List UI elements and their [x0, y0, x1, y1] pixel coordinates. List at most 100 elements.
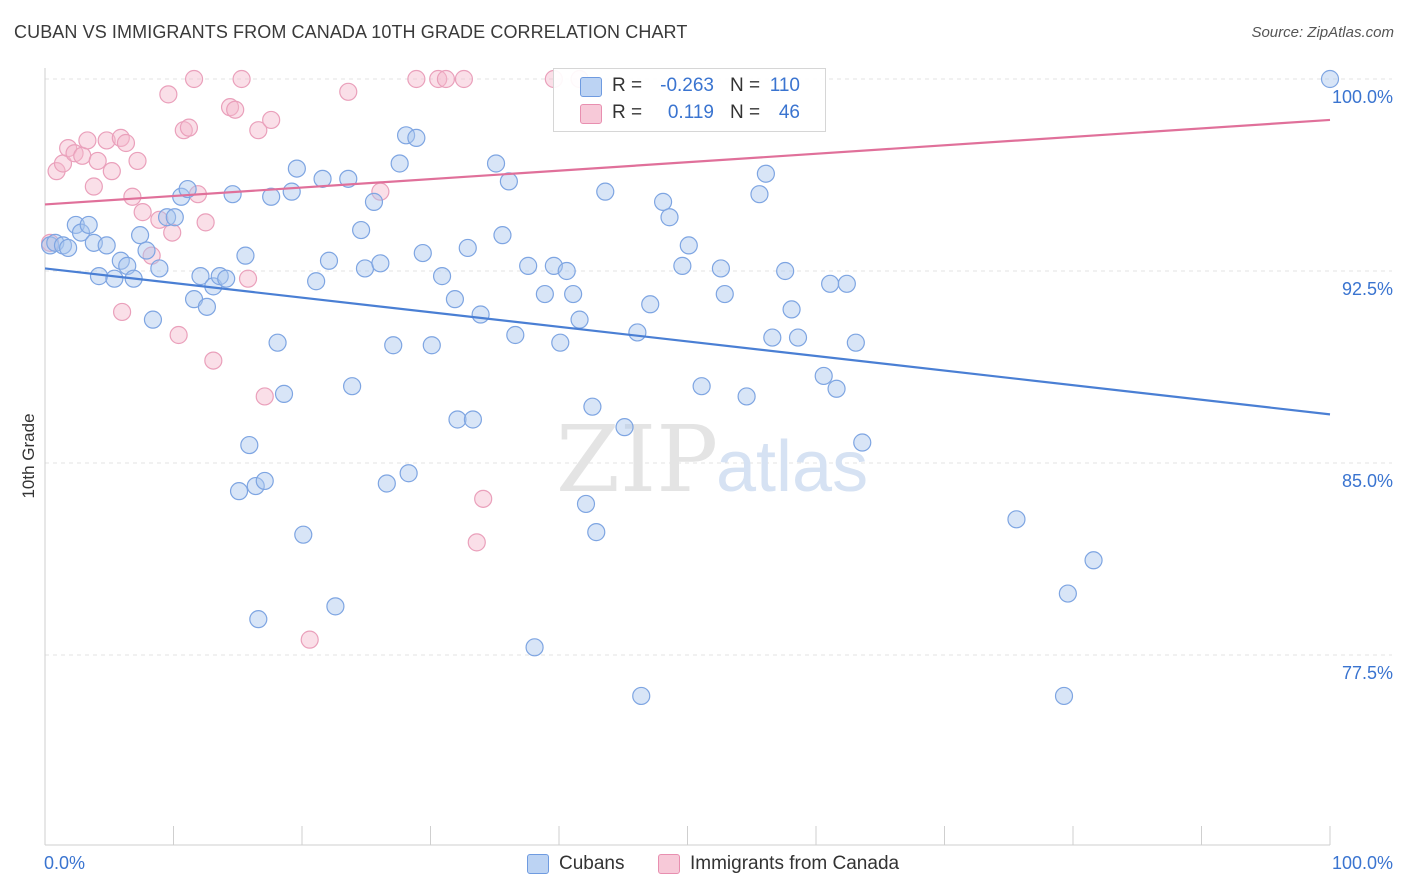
- source-label: Source: ZipAtlas.com: [1251, 24, 1394, 41]
- canada-point: [116, 133, 136, 153]
- cubans-point: [97, 236, 116, 255]
- cubans-point: [79, 215, 98, 235]
- cubans-point: [814, 366, 833, 386]
- canada-point: [436, 69, 456, 89]
- cubans-point: [339, 169, 358, 188]
- cubans-point: [1320, 69, 1340, 89]
- cubans-point: [377, 474, 396, 493]
- cubans-point: [282, 182, 301, 201]
- x-tick-label: 0.0%: [44, 853, 85, 873]
- canada-point: [169, 325, 188, 345]
- stats-legend-row-cubans: R = -0.263 N = 110: [554, 72, 825, 100]
- y-tick-label: 100.0%: [1332, 87, 1393, 107]
- n-label: N =: [730, 102, 761, 123]
- cubans-swatch: [580, 77, 602, 97]
- cubans-point: [71, 223, 91, 242]
- canada-point: [204, 351, 223, 370]
- cubans-point: [274, 384, 294, 403]
- cubans-point: [150, 259, 169, 278]
- y-tick-label: 77.5%: [1342, 663, 1393, 683]
- n-value: 110: [769, 75, 800, 96]
- canada-point: [454, 69, 474, 89]
- cubans-point: [137, 241, 156, 260]
- cubans-point: [596, 182, 615, 201]
- cubans-point: [535, 284, 554, 304]
- cubans-point: [551, 333, 570, 352]
- axes: [44, 68, 1331, 846]
- canada-point: [123, 187, 142, 206]
- legend-label-cubans: Cubans: [559, 853, 625, 874]
- cubans-point: [432, 267, 452, 286]
- cubans-point: [249, 610, 268, 629]
- canada-trend-line: [44, 118, 1331, 206]
- cubans-point: [422, 336, 441, 355]
- cubans-point: [319, 251, 339, 270]
- cubans-point: [679, 236, 698, 255]
- cubans-point: [837, 274, 856, 293]
- canada-point: [184, 69, 204, 89]
- canada-point: [196, 213, 215, 232]
- cubans-point: [413, 243, 432, 263]
- r-label: R =: [612, 102, 643, 123]
- cubans-point: [570, 310, 589, 329]
- y-tick-label: 85.0%: [1342, 471, 1393, 491]
- cubans-legend-swatch: [527, 854, 549, 874]
- canada-point: [128, 151, 147, 171]
- series-pink-points: [41, 69, 589, 649]
- cubans-point: [294, 525, 313, 544]
- canada-point: [407, 69, 426, 89]
- trend-lines: [44, 118, 1331, 416]
- canada-swatch: [580, 104, 602, 124]
- cubans-point: [463, 410, 483, 429]
- cubans-point: [846, 333, 865, 352]
- cubans-point: [471, 305, 490, 324]
- cubans-point: [493, 226, 512, 245]
- cubans-point: [105, 269, 124, 288]
- r-value: 0.119: [667, 102, 714, 123]
- cubans-point: [827, 379, 846, 398]
- cubans-point: [240, 435, 259, 455]
- cubans-point: [673, 256, 692, 275]
- cubans-point: [313, 169, 332, 188]
- cubans-point: [821, 274, 840, 293]
- cubans-point: [711, 259, 731, 278]
- cubans-point: [178, 179, 197, 199]
- cubans-point: [853, 433, 872, 452]
- cubans-point: [364, 192, 384, 211]
- cubans-point: [737, 387, 756, 406]
- canada-point: [249, 121, 268, 140]
- canada-point: [474, 489, 493, 508]
- cubans-point: [486, 154, 506, 173]
- cubans-point: [628, 323, 647, 342]
- watermark-zip: ZIP: [556, 406, 718, 513]
- cubans-point: [287, 159, 306, 178]
- cubans-point: [191, 267, 210, 286]
- series-blue-points: [41, 69, 1340, 706]
- chart-title: CUBAN VS IMMIGRANTS FROM CANADA 10TH GRA…: [14, 22, 688, 42]
- stats-legend: R = -0.263 N = 110 R = 0.119 N = 46: [553, 68, 826, 132]
- cubans-point: [715, 284, 734, 304]
- canada-point: [300, 630, 319, 649]
- cubans-point: [499, 172, 518, 191]
- canada-point: [78, 131, 97, 150]
- watermark-atlas: atlas: [716, 427, 868, 507]
- cubans-point: [557, 261, 576, 281]
- cubans-point: [1007, 510, 1026, 529]
- cubans-point: [615, 418, 634, 437]
- cubans-point: [130, 226, 150, 245]
- cubans-point: [343, 377, 362, 396]
- r-value: -0.263: [660, 75, 714, 96]
- canada-point: [262, 110, 281, 130]
- cubans-point: [506, 325, 525, 345]
- cubans-point: [587, 523, 606, 542]
- cubans-point: [660, 208, 679, 227]
- cubans-point: [445, 290, 465, 309]
- x-tick-labels: 0.0% 100.0%: [44, 853, 1393, 873]
- y-tick-label: 92.5%: [1342, 279, 1393, 299]
- stats-legend-row-canada: R = 0.119 N = 46: [554, 99, 825, 127]
- cubans-point: [763, 328, 782, 347]
- cubans-point: [236, 246, 255, 265]
- cubans-point: [564, 284, 583, 304]
- cubans-point: [165, 208, 184, 227]
